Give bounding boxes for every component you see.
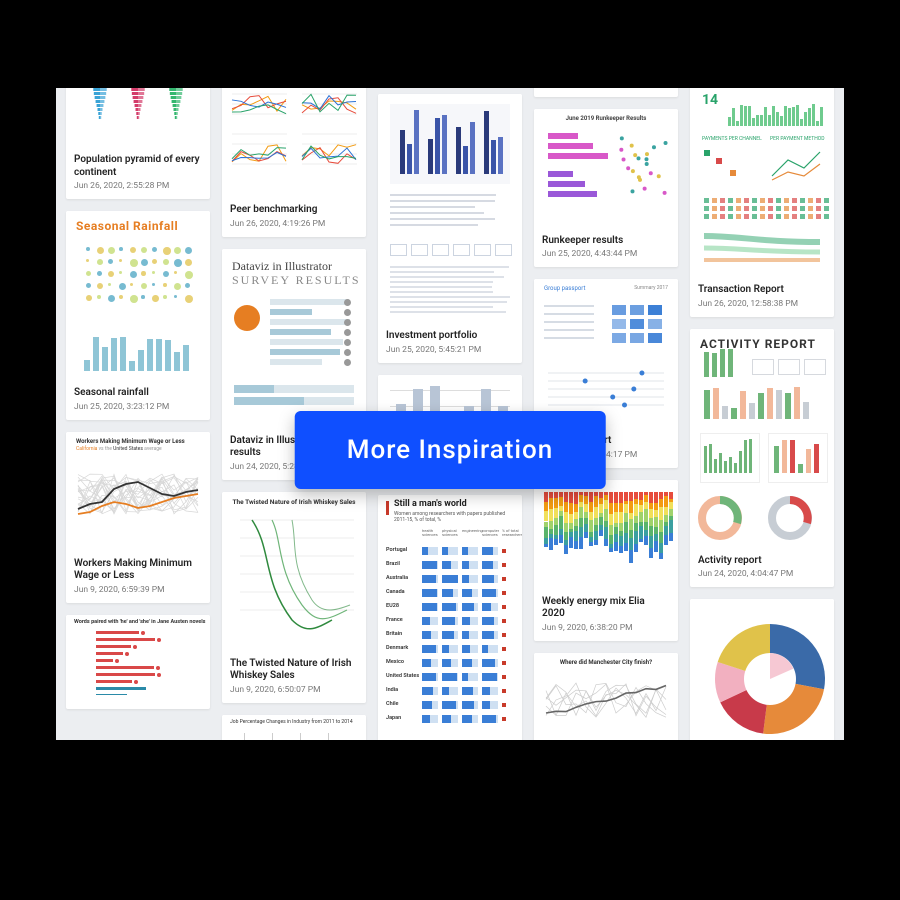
card-title: Weekly energy mix Elia 2020: [542, 596, 670, 621]
gallery-card[interactable]: Seasonal Rainfall Seasonal rainfall Jun 25…: [66, 211, 210, 420]
card-meta: Activity reportJun 24, 2020, 4:04:47 PM: [690, 549, 834, 588]
gallery-card[interactable]: [690, 599, 834, 740]
card-meta: [66, 695, 210, 709]
card-title: Activity report: [698, 555, 826, 568]
card-timestamp: Jun 25, 2020, 5:45:21 PM: [386, 345, 514, 355]
more-inspiration-button[interactable]: More Inspiration: [295, 411, 606, 489]
gallery-card[interactable]: The Twisted Nature of Irish Whiskey Sale…: [222, 492, 366, 703]
card-thumbnail: Funding & LiquidityAsset quality: [222, 88, 366, 198]
card-timestamp: Jun 29, 2020, 11:38:07 AM: [542, 88, 670, 89]
card-meta: Vaccinatie rapportJun 29, 2020, 11:38:07…: [534, 88, 678, 97]
card-thumbnail: ACTIVITY REPORT: [690, 329, 834, 549]
card-meta: Workers Making Minimum Wage or Less Jun 9…: [66, 552, 210, 603]
card-meta: Transaction Report Jun 26, 2020, 12:58:38…: [690, 278, 834, 317]
card-thumbnail: Job Percentage Changes in Industry from …: [222, 715, 366, 741]
card-title: Workers Making Minimum Wage or Less: [74, 558, 202, 583]
card-timestamp: Jun 25, 2020, 3:23:12 PM: [74, 402, 202, 412]
card-thumbnail: Transaction report - June 2020PAYMENTS P…: [690, 88, 834, 278]
card-meta: Investment portfolio Jun 25, 2020, 5:45:2…: [378, 324, 522, 363]
gallery-card[interactable]: Funding & LiquidityAsset qualityPeer ben…: [222, 88, 366, 237]
card-timestamp: Jun 26, 2020, 4:19:26 PM: [230, 219, 358, 229]
card-timestamp: Jun 9, 2020, 6:59:39 PM: [74, 585, 202, 595]
gallery-card[interactable]: Transaction report - June 2020PAYMENTS P…: [690, 88, 834, 317]
card-meta: Seasonal rainfall Jun 25, 2020, 3:23:12 P…: [66, 381, 210, 420]
card-timestamp: Jun 26, 2020, 12:58:38 PM: [698, 299, 826, 309]
gallery-card[interactable]: Vaccinatie rapportJun 29, 2020, 11:38:07…: [534, 88, 678, 97]
card-timestamp: Jun 25, 2020, 4:43:44 PM: [542, 249, 670, 259]
card-meta: Peer benchmarking Jun 26, 2020, 4:19:26 P…: [222, 198, 366, 237]
gallery-card[interactable]: Words paired with 'he' and 'she' in Jane…: [66, 615, 210, 709]
card-title: Investment portfolio: [386, 330, 514, 343]
card-timestamp: Jun 26, 2020, 2:55:28 PM: [74, 181, 202, 191]
card-thumbnail: [378, 94, 522, 324]
card-thumbnail: June 2019 Runkeeper Results: [534, 109, 678, 229]
card-title: Population pyramid of every continent: [74, 154, 202, 179]
gallery-card[interactable]: Weekly energy mix Elia 2020 Jun 9, 2020, …: [534, 480, 678, 641]
card-timestamp: Jun 9, 2020, 6:38:20 PM: [542, 623, 670, 633]
gallery-card[interactable]: Workers Making Minimum Wage or LessCalif…: [66, 432, 210, 603]
card-thumbnail: Group passportSummary 2017: [534, 279, 678, 429]
card-title: Seasonal rainfall: [74, 387, 202, 400]
gallery-card[interactable]: ACTIVITY REPORTActivity reportJun 24, 20…: [690, 329, 834, 588]
card-meta: Population pyramid of every continent Jun…: [66, 148, 210, 199]
card-title: Transaction Report: [698, 284, 826, 297]
card-thumbnail: Words paired with 'he' and 'she' in Jane…: [66, 615, 210, 695]
gallery-card[interactable]: Still a man's worldWomen among researche…: [378, 495, 522, 740]
card-thumbnail: The Twisted Nature of Irish Whiskey Sale…: [222, 492, 366, 652]
gallery-card[interactable]: June 2019 Runkeeper ResultsRunkeeper res…: [534, 109, 678, 268]
card-thumbnail: Still a man's worldWomen among researche…: [378, 495, 522, 740]
card-timestamp: Jun 24, 2020, 4:04:47 PM: [698, 569, 826, 579]
card-thumbnail: [690, 599, 834, 740]
card-title: Peer benchmarking: [230, 204, 358, 217]
card-thumbnail: Workers Making Minimum Wage or LessCalif…: [66, 432, 210, 552]
card-timestamp: Jun 9, 2020, 6:50:07 PM: [230, 685, 358, 695]
card-thumbnail: Where did Manchester City finish?: [534, 653, 678, 741]
card-thumbnail: Dataviz in IllustratorSURVEY RESULTS: [222, 249, 366, 429]
gallery-card[interactable]: Where did Manchester City finish?: [534, 653, 678, 741]
card-meta: The Twisted Nature of Irish Whiskey Sale…: [222, 652, 366, 703]
gallery-card[interactable]: Population pyramid of every continent Jun…: [66, 88, 210, 199]
card-thumbnail: Seasonal Rainfall: [66, 211, 210, 381]
card-thumbnail: [66, 88, 210, 148]
card-meta: Weekly energy mix Elia 2020 Jun 9, 2020, …: [534, 590, 678, 641]
card-title: Runkeeper results: [542, 235, 670, 248]
gallery-card[interactable]: Job Percentage Changes in Industry from …: [222, 715, 366, 741]
card-title: The Twisted Nature of Irish Whiskey Sale…: [230, 658, 358, 683]
card-thumbnail: [534, 480, 678, 590]
card-meta: Runkeeper resultsJun 25, 2020, 4:43:44 P…: [534, 229, 678, 268]
gallery-card[interactable]: Investment portfolio Jun 25, 2020, 5:45:2…: [378, 94, 522, 363]
